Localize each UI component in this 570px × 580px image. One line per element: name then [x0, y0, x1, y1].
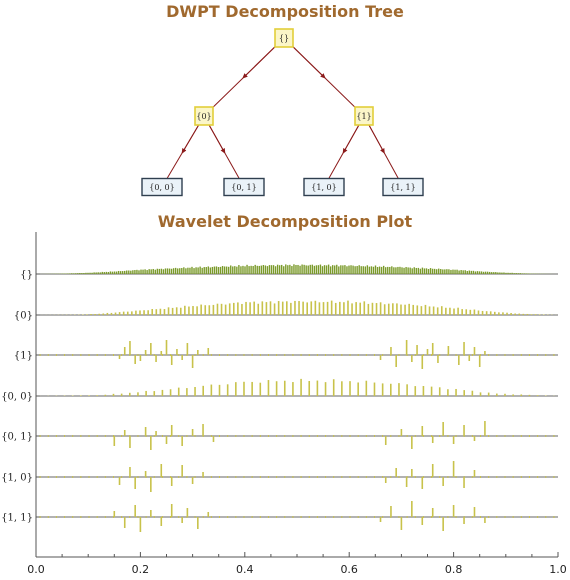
row-2: {1}	[14, 340, 558, 369]
row-4: {0, 1}	[1, 421, 558, 450]
tree-node-label: {1}	[356, 112, 371, 121]
tree-node-n11: {1, 1}	[382, 177, 424, 197]
row-5: {1, 0}	[1, 461, 558, 492]
row-label: {}	[20, 270, 33, 281]
x-tick-label: 0.8	[445, 563, 463, 576]
tree-node-label: {}	[279, 34, 289, 43]
x-tick-label: 0.2	[132, 563, 150, 576]
tree-node-label: {1, 1}	[390, 183, 415, 192]
tree-node-label: {0, 0}	[149, 183, 174, 192]
row-label: {1}	[14, 351, 33, 362]
plot-title: Wavelet Decomposition Plot	[157, 212, 413, 231]
x-tick-label: 0.6	[340, 563, 358, 576]
tree-node-box	[223, 177, 265, 197]
row-label: {0, 1}	[1, 432, 33, 443]
tree-node-root: {}	[274, 28, 294, 48]
row-3: {0, 0}	[1, 378, 558, 403]
tree-edge-arrow	[342, 124, 360, 154]
row-label: {0}	[14, 311, 33, 322]
tree-node-label: {0}	[196, 112, 211, 121]
tree-node-label: {0, 1}	[231, 183, 256, 192]
row-label: {0, 0}	[1, 392, 33, 403]
tree-node-box	[274, 28, 294, 48]
x-tick-label: 1.0	[549, 563, 567, 576]
x-tick-label: 0.0	[27, 563, 45, 576]
tree-edge-arrow	[208, 124, 226, 154]
tree-edge-arrow	[181, 124, 200, 154]
tree-edge-arrow	[292, 46, 326, 79]
tree-node-n10: {1, 0}	[303, 177, 345, 197]
tree-edge-arrow	[368, 124, 385, 154]
tree-node-n0: {0}	[194, 106, 214, 126]
x-tick-label: 0.4	[236, 563, 254, 576]
tree-title: DWPT Decomposition Tree	[166, 2, 404, 21]
row-label: {1, 1}	[1, 513, 33, 524]
tree-node-label: {1, 0}	[311, 183, 336, 192]
tree-node-box	[354, 106, 374, 126]
tree-node-n01: {0, 1}	[223, 177, 265, 197]
tree-node-n00: {0, 0}	[141, 177, 183, 197]
tree-node-n1: {1}	[354, 106, 374, 126]
row-0: {}	[20, 264, 558, 281]
decomposition-tree: {} {0} {1} {0, 0} {0, 1} {1, 0} {1, 1}	[141, 28, 424, 197]
tree-node-box	[382, 177, 424, 197]
tree-node-box	[303, 177, 345, 197]
tree-node-box	[141, 177, 183, 197]
tree-node-box	[194, 106, 214, 126]
tree-edge-arrow	[242, 46, 276, 79]
row-label: {1, 0}	[1, 473, 33, 484]
row-1: {0}	[14, 300, 558, 322]
row-6: {1, 1}	[1, 501, 558, 532]
